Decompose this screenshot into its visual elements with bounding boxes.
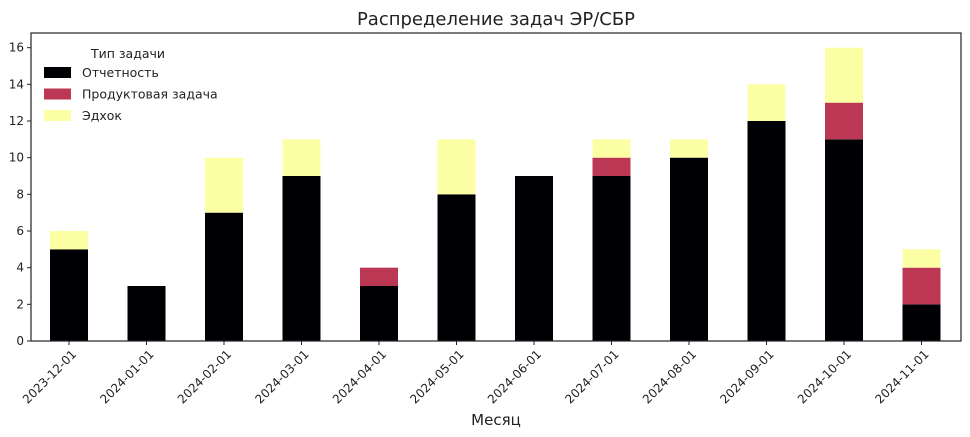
bar-2024-07-01-series-1	[592, 157, 631, 176]
bar-2024-03-01-series-0	[282, 176, 321, 341]
y-tick-label: 2	[16, 297, 24, 311]
bar-2024-09-01-series-2	[747, 84, 786, 121]
x-tick-label: 2024-06-01	[485, 347, 544, 406]
bar-2024-09-01-series-0	[747, 121, 786, 341]
y-tick-label: 16	[9, 41, 24, 55]
y-tick-label: 6	[16, 224, 24, 238]
bar-2024-11-01-series-2	[902, 249, 941, 268]
x-tick-label: 2024-08-01	[640, 347, 699, 406]
bar-2023-12-01-series-0	[50, 249, 88, 341]
legend-swatch-2	[44, 110, 71, 121]
bars-group	[50, 47, 941, 341]
legend-label-0: Отчетность	[82, 65, 159, 80]
bar-2023-12-01-series-2	[50, 231, 88, 250]
bar-2024-11-01-series-1	[902, 267, 941, 305]
bar-2024-10-01-series-0	[825, 139, 863, 341]
x-tick-label: 2024-07-01	[562, 347, 621, 406]
x-tick-label: 2024-02-01	[175, 347, 234, 406]
plot-frame	[30, 32, 962, 342]
x-tick-label: 2024-11-01	[872, 347, 931, 406]
x-tick-label: 2024-01-01	[97, 347, 156, 406]
bar-2024-03-01-series-2	[282, 139, 321, 176]
y-tick-label: 10	[9, 151, 24, 165]
x-tick-label: 2024-05-01	[407, 347, 466, 406]
y-axis: 0 2 4 6 8 10 12 14 16	[9, 41, 31, 348]
bar-2024-04-01-series-0	[360, 286, 398, 341]
legend-label-2: Эдхок	[82, 108, 122, 123]
x-tick-label: 2023-12-01	[20, 347, 79, 406]
bar-2024-07-01-series-2	[592, 139, 631, 158]
x-tick-label: 2024-10-01	[795, 347, 854, 406]
bar-2024-06-01-series-0	[515, 176, 553, 341]
bar-2024-05-01-series-0	[437, 194, 476, 341]
chart-title: Распределение задач ЭР/СБР	[357, 9, 635, 30]
legend: Тип задачи Отчетность Продуктовая задача Э…	[44, 46, 218, 123]
y-tick-label: 12	[9, 114, 24, 128]
bar-2024-05-01-series-2	[437, 139, 476, 195]
legend-swatch-0	[44, 67, 71, 78]
x-axis: 2023-12-01 2024-01-01 2024-02-01 2024-03-01…	[20, 341, 932, 406]
y-tick-label: 8	[16, 187, 24, 201]
legend-title: Тип задачи	[90, 46, 165, 61]
bar-2024-01-01-series-0	[127, 286, 166, 341]
bar-2024-08-01-series-2	[670, 139, 708, 158]
legend-swatch-1	[44, 88, 71, 100]
bar-2024-02-01-series-0	[205, 212, 243, 341]
bar-2024-07-01-series-0	[592, 176, 631, 341]
bar-2024-02-01-series-2	[205, 157, 243, 213]
bar-2024-04-01-series-1	[360, 267, 398, 286]
y-tick-label: 0	[16, 334, 24, 348]
x-tick-label: 2024-03-01	[252, 347, 311, 406]
y-tick-label: 14	[9, 77, 24, 91]
x-axis-title: Месяц	[471, 411, 521, 429]
legend-label-1: Продуктовая задача	[82, 87, 218, 102]
bar-2024-10-01-series-1	[825, 102, 863, 140]
bar-2024-10-01-series-2	[825, 47, 863, 103]
y-tick-label: 4	[16, 261, 24, 275]
bar-2024-11-01-series-0	[902, 304, 941, 341]
bar-2024-08-01-series-0	[670, 157, 708, 341]
x-tick-label: 2024-04-01	[330, 347, 389, 406]
x-tick-label: 2024-09-01	[717, 347, 776, 406]
